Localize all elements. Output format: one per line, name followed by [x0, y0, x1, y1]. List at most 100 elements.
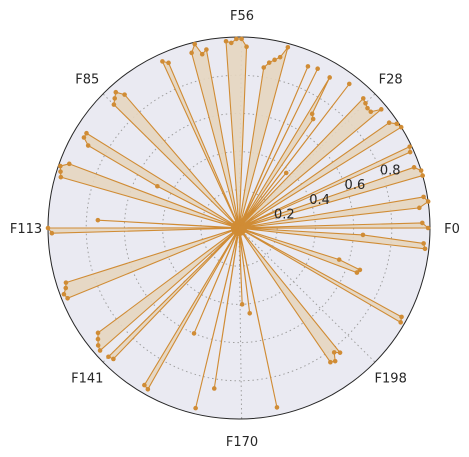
data-point [386, 120, 392, 126]
data-point [368, 109, 374, 115]
data-point [239, 302, 245, 307]
data-point [160, 59, 165, 64]
data-point [122, 92, 127, 97]
data-point [394, 121, 400, 127]
data-point [234, 36, 239, 42]
data-point [398, 320, 403, 325]
angular-tick-label: F198 [375, 372, 407, 387]
data-point [411, 165, 417, 170]
data-point [327, 75, 332, 80]
angular-tick-label: F141 [71, 372, 103, 387]
data-point [331, 350, 337, 355]
data-point [63, 285, 69, 291]
data-point [199, 51, 205, 57]
angular-tick-label: F113 [10, 222, 42, 237]
data-point [266, 60, 272, 65]
radial-tick-label: 0.4 [309, 193, 330, 208]
data-point [425, 225, 431, 231]
data-point [328, 359, 333, 365]
data-point [240, 225, 246, 231]
data-point [421, 241, 426, 246]
data-point [407, 144, 412, 149]
data-point [247, 310, 253, 316]
data-point [277, 54, 283, 60]
data-point [49, 230, 55, 236]
data-point [66, 161, 72, 167]
data-point [285, 45, 291, 50]
data-point [84, 130, 89, 136]
data-point [332, 358, 338, 364]
data-point [365, 105, 370, 111]
data-points [45, 36, 431, 411]
data-point [363, 100, 368, 106]
data-point [113, 89, 119, 95]
angular-tick-label: F170 [226, 435, 258, 450]
data-point [261, 65, 267, 70]
data-point [398, 124, 404, 130]
data-point [189, 50, 194, 56]
data-point [419, 220, 425, 226]
data-point [85, 143, 91, 148]
data-point [223, 38, 229, 44]
data-point [360, 96, 366, 101]
data-point [420, 173, 425, 178]
tick-labels: 0.2 0.4 0.6 0.8 F0 F28 F56 F85 F113 F141 F170 F198 [10, 9, 460, 450]
data-point [112, 96, 118, 101]
data-point [95, 330, 101, 336]
data-point [95, 217, 101, 223]
data-point [211, 386, 217, 391]
data-point [399, 314, 404, 320]
data-point [272, 57, 277, 63]
data-point [378, 107, 384, 112]
data-point [145, 387, 151, 392]
radial-tick-label: 0.2 [274, 207, 295, 222]
data-point [65, 296, 70, 301]
data-point [95, 343, 101, 348]
angular-tick-label: F56 [230, 9, 254, 24]
data-point [305, 64, 311, 69]
data-point [61, 291, 67, 297]
data-point [407, 149, 413, 155]
data-point [97, 348, 103, 353]
data-point [274, 405, 280, 410]
data-point [239, 36, 244, 42]
data-point [106, 354, 111, 360]
data-point [191, 331, 197, 336]
data-point [45, 225, 51, 231]
data-point [58, 169, 63, 174]
data-point [418, 168, 424, 173]
data-point [422, 246, 428, 252]
angular-gridline [238, 227, 243, 419]
data-point [360, 232, 366, 238]
angular-tick-label: F0 [444, 222, 460, 237]
data-point [142, 382, 147, 388]
data-point [58, 163, 63, 169]
data-point [425, 199, 431, 204]
data-point [81, 135, 87, 140]
radial-tick-label: 0.6 [345, 178, 366, 193]
data-point [346, 81, 352, 87]
data-point [309, 111, 315, 117]
data-point [244, 44, 249, 50]
angular-tick-label: F28 [379, 72, 403, 87]
data-point [417, 205, 422, 211]
data-point [315, 66, 320, 72]
data-point [336, 257, 342, 262]
data-point [111, 102, 117, 107]
data-point [357, 267, 363, 273]
data-point [192, 41, 198, 47]
data-point [421, 194, 426, 200]
radial-tick-label: 0.8 [380, 164, 401, 179]
data-point [310, 116, 316, 122]
data-point [283, 170, 289, 176]
data-point [354, 270, 360, 275]
data-point [337, 350, 343, 355]
data-point [95, 336, 101, 342]
data-point [166, 60, 171, 66]
data-point [63, 280, 69, 285]
data-point [204, 47, 209, 52]
data-point [193, 405, 198, 411]
angular-gridline [238, 227, 376, 363]
data-point [228, 40, 234, 46]
